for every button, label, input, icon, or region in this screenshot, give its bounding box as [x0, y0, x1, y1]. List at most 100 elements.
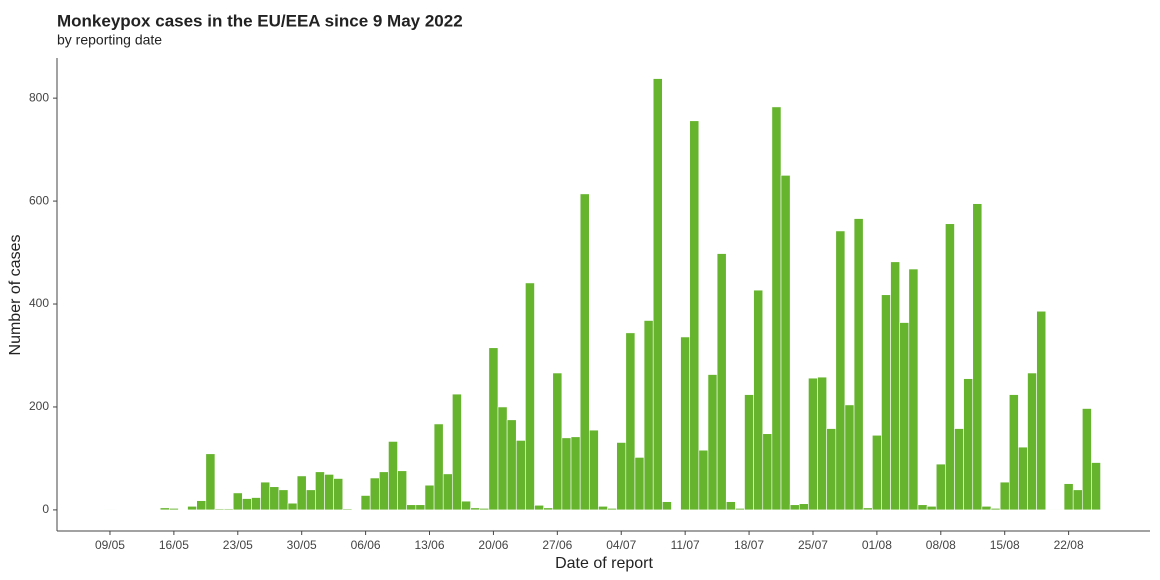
- bar: [251, 497, 261, 511]
- bar: [196, 500, 207, 511]
- bar: [972, 203, 983, 511]
- bar: [1027, 372, 1037, 511]
- bar: [159, 507, 170, 511]
- bar: [744, 394, 754, 511]
- x-tick-label: 23/05: [223, 538, 253, 552]
- bar: [999, 481, 1010, 511]
- bar: [853, 218, 864, 511]
- bar: [506, 419, 517, 511]
- bar: [1008, 394, 1019, 511]
- bar: [817, 376, 827, 511]
- bar: [1072, 489, 1083, 511]
- bar: [433, 423, 444, 511]
- bar: [725, 501, 736, 511]
- bar: [1082, 408, 1092, 511]
- bar: [835, 230, 846, 511]
- bar: [680, 336, 691, 511]
- bar: [187, 505, 198, 511]
- bar: [278, 489, 289, 511]
- bar: [935, 463, 946, 511]
- bar: [552, 372, 563, 511]
- bar: [305, 489, 316, 511]
- bar: [205, 453, 216, 511]
- bar: [1036, 310, 1047, 511]
- bar: [287, 502, 298, 511]
- chart-title: Monkeypox cases in the EU/EEA since 9 Ma…: [57, 11, 463, 30]
- bar: [981, 505, 992, 511]
- y-axis-label: Number of cases: [7, 235, 24, 356]
- bar: [1018, 446, 1028, 511]
- bar: [862, 507, 873, 511]
- bar: [598, 505, 608, 511]
- bar: [315, 471, 325, 511]
- bar: [324, 474, 334, 511]
- bar: [780, 175, 791, 511]
- bar: [388, 441, 398, 511]
- bar: [917, 504, 928, 511]
- bar: [534, 504, 544, 511]
- x-tick-label: 11/07: [671, 538, 700, 552]
- bar: [223, 508, 234, 511]
- y-tick-label: 0: [42, 502, 49, 516]
- bar: [908, 268, 919, 511]
- bar: [378, 471, 389, 511]
- bar: [360, 495, 371, 511]
- bar: [497, 406, 508, 511]
- x-tick-label: 25/07: [798, 538, 828, 552]
- bar: [762, 433, 773, 511]
- bar: [333, 478, 344, 511]
- bar: [990, 508, 1001, 511]
- bar: [735, 508, 745, 511]
- bar: [415, 504, 426, 511]
- bar: [844, 404, 855, 511]
- bar: [662, 501, 672, 511]
- bar: [716, 253, 727, 511]
- bar: [424, 484, 435, 511]
- bar: [616, 442, 627, 511]
- bar: [1054, 509, 1065, 511]
- x-tick-label: 04/07: [606, 538, 636, 552]
- x-tick-label: 15/08: [990, 538, 1020, 552]
- bar: [369, 477, 380, 511]
- bar: [242, 498, 252, 511]
- bar: [397, 470, 407, 511]
- bar: [771, 106, 782, 511]
- bar: [406, 504, 417, 511]
- bar: [588, 429, 599, 511]
- bar: [470, 507, 481, 511]
- bar: [479, 508, 490, 511]
- bar: [798, 503, 809, 511]
- x-tick-label: 13/06: [414, 538, 444, 552]
- bar: [1045, 509, 1056, 511]
- bar: [789, 504, 800, 511]
- bar: [698, 449, 709, 511]
- bar: [890, 261, 901, 511]
- x-tick-label: 06/06: [351, 538, 381, 552]
- y-tick-label: 800: [29, 90, 49, 104]
- bar: [105, 509, 115, 511]
- x-tick-label: 09/05: [95, 538, 125, 552]
- bar: [452, 393, 462, 511]
- bar: [561, 437, 572, 511]
- bar: [872, 434, 882, 511]
- bar: [899, 322, 910, 511]
- bar: [652, 78, 663, 511]
- bar: [342, 508, 353, 511]
- bar: [169, 508, 179, 511]
- x-tick-label: 30/05: [287, 538, 317, 552]
- bar: [260, 481, 271, 511]
- bar: [881, 294, 891, 511]
- bar: [488, 347, 499, 511]
- bar: [689, 120, 700, 511]
- bar: [625, 332, 636, 511]
- bar: [525, 282, 535, 511]
- bar: [232, 492, 243, 511]
- bar: [1091, 462, 1101, 511]
- bar: [296, 475, 307, 511]
- bar: [461, 500, 471, 511]
- bar: [515, 440, 526, 511]
- bar: [214, 508, 225, 511]
- bar: [926, 505, 937, 511]
- x-tick-label: 08/08: [926, 538, 956, 552]
- x-axis-label: Date of report: [555, 555, 653, 572]
